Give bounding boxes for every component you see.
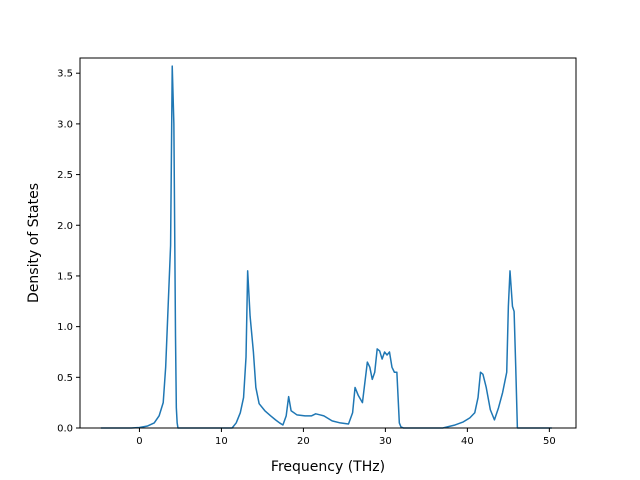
y-tick-label: 3.0	[57, 119, 73, 130]
y-tick-label: 2.5	[57, 170, 73, 181]
axis-ticks: 0 10 20 30 40 50 0.0 0.5 1.0 1.5 2.0 2.5 3.0 3.5	[57, 69, 556, 447]
x-axis-label: Frequency (THz)	[271, 459, 385, 475]
axes-frame	[79, 57, 577, 429]
y-tick-label: 0.5	[57, 373, 73, 384]
y-tick-label: 1.0	[57, 322, 73, 333]
x-tick-label: 50	[543, 436, 556, 447]
y-tick-label: 1.5	[57, 271, 73, 282]
x-tick-label: 0	[136, 436, 142, 447]
x-tick-label: 10	[215, 436, 228, 447]
x-tick-label: 30	[379, 436, 392, 447]
y-axis-label: Density of States	[26, 183, 42, 303]
x-tick-label: 20	[297, 436, 310, 447]
y-tick-label: 2.0	[57, 221, 73, 232]
x-tick-label: 40	[461, 436, 474, 447]
y-tick-label: 0.0	[57, 424, 73, 435]
y-tick-label: 3.5	[57, 69, 73, 80]
